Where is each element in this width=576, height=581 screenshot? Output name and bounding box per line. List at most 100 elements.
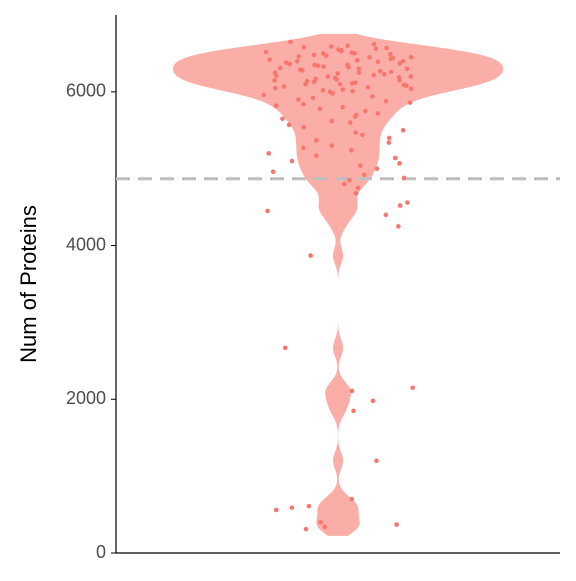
point — [355, 185, 361, 191]
point — [280, 116, 285, 122]
y-tick-label: 2000 — [66, 388, 106, 408]
point — [322, 524, 328, 530]
point — [346, 64, 351, 70]
point — [400, 58, 406, 64]
y-tick-label: 6000 — [66, 81, 106, 101]
point — [354, 58, 360, 63]
point — [361, 172, 367, 178]
point — [386, 140, 392, 145]
point — [373, 46, 379, 52]
y-axis-label: Num of Proteins — [16, 205, 41, 363]
point — [334, 77, 339, 82]
point — [263, 49, 269, 55]
point — [310, 95, 316, 101]
point — [349, 388, 355, 394]
point — [347, 120, 353, 125]
point — [296, 97, 301, 102]
point — [384, 45, 389, 51]
point — [325, 74, 331, 79]
point — [261, 92, 267, 98]
point — [404, 66, 410, 72]
point — [289, 158, 295, 164]
point — [329, 143, 335, 148]
point — [282, 345, 288, 351]
point — [408, 54, 414, 60]
point — [270, 169, 276, 175]
point — [273, 507, 279, 513]
point — [408, 74, 414, 79]
point — [375, 111, 381, 116]
point — [353, 191, 359, 196]
point — [360, 132, 365, 138]
point — [294, 58, 300, 64]
point — [303, 526, 309, 532]
point — [273, 103, 279, 108]
point — [272, 85, 278, 91]
y-tick-label: 0 — [96, 542, 106, 562]
point — [386, 135, 392, 141]
point — [277, 65, 283, 71]
point — [347, 177, 352, 183]
point — [371, 41, 377, 47]
point — [300, 68, 305, 73]
point — [311, 79, 317, 85]
point — [317, 106, 323, 112]
point — [321, 64, 326, 69]
point — [288, 39, 293, 45]
point — [300, 145, 306, 151]
point — [370, 94, 375, 99]
point — [378, 68, 383, 74]
point — [349, 147, 354, 153]
point — [383, 98, 389, 104]
point — [328, 44, 334, 49]
point — [388, 51, 393, 57]
point — [286, 122, 292, 128]
point — [301, 44, 307, 50]
point — [311, 52, 317, 58]
point — [308, 253, 313, 258]
point — [266, 151, 272, 156]
point — [392, 155, 398, 161]
point — [345, 43, 350, 49]
point — [349, 496, 355, 502]
point — [281, 84, 287, 89]
point — [337, 81, 343, 87]
y-tick-label: 4000 — [66, 234, 106, 254]
point — [349, 81, 355, 86]
point — [397, 161, 402, 166]
point — [296, 54, 301, 59]
point — [283, 60, 289, 65]
point — [301, 124, 307, 130]
point — [350, 88, 355, 94]
point — [352, 114, 358, 119]
point — [315, 63, 321, 69]
point — [410, 385, 416, 391]
point — [367, 54, 372, 60]
point — [267, 57, 272, 62]
point — [404, 83, 409, 89]
point — [405, 200, 410, 205]
point — [330, 91, 335, 96]
point — [306, 503, 312, 509]
point — [397, 203, 403, 208]
point — [272, 78, 277, 83]
point — [388, 69, 394, 75]
point — [396, 224, 401, 229]
point — [407, 100, 413, 105]
point — [320, 88, 326, 93]
point — [383, 212, 389, 218]
point — [401, 175, 407, 181]
point — [320, 51, 326, 56]
point — [356, 66, 362, 72]
point — [287, 61, 292, 67]
point — [371, 72, 377, 78]
point — [352, 51, 357, 56]
point — [341, 181, 347, 187]
point — [313, 153, 319, 158]
point — [374, 458, 379, 464]
point — [303, 81, 308, 87]
point — [374, 166, 380, 172]
point — [289, 505, 295, 510]
point — [338, 48, 344, 54]
